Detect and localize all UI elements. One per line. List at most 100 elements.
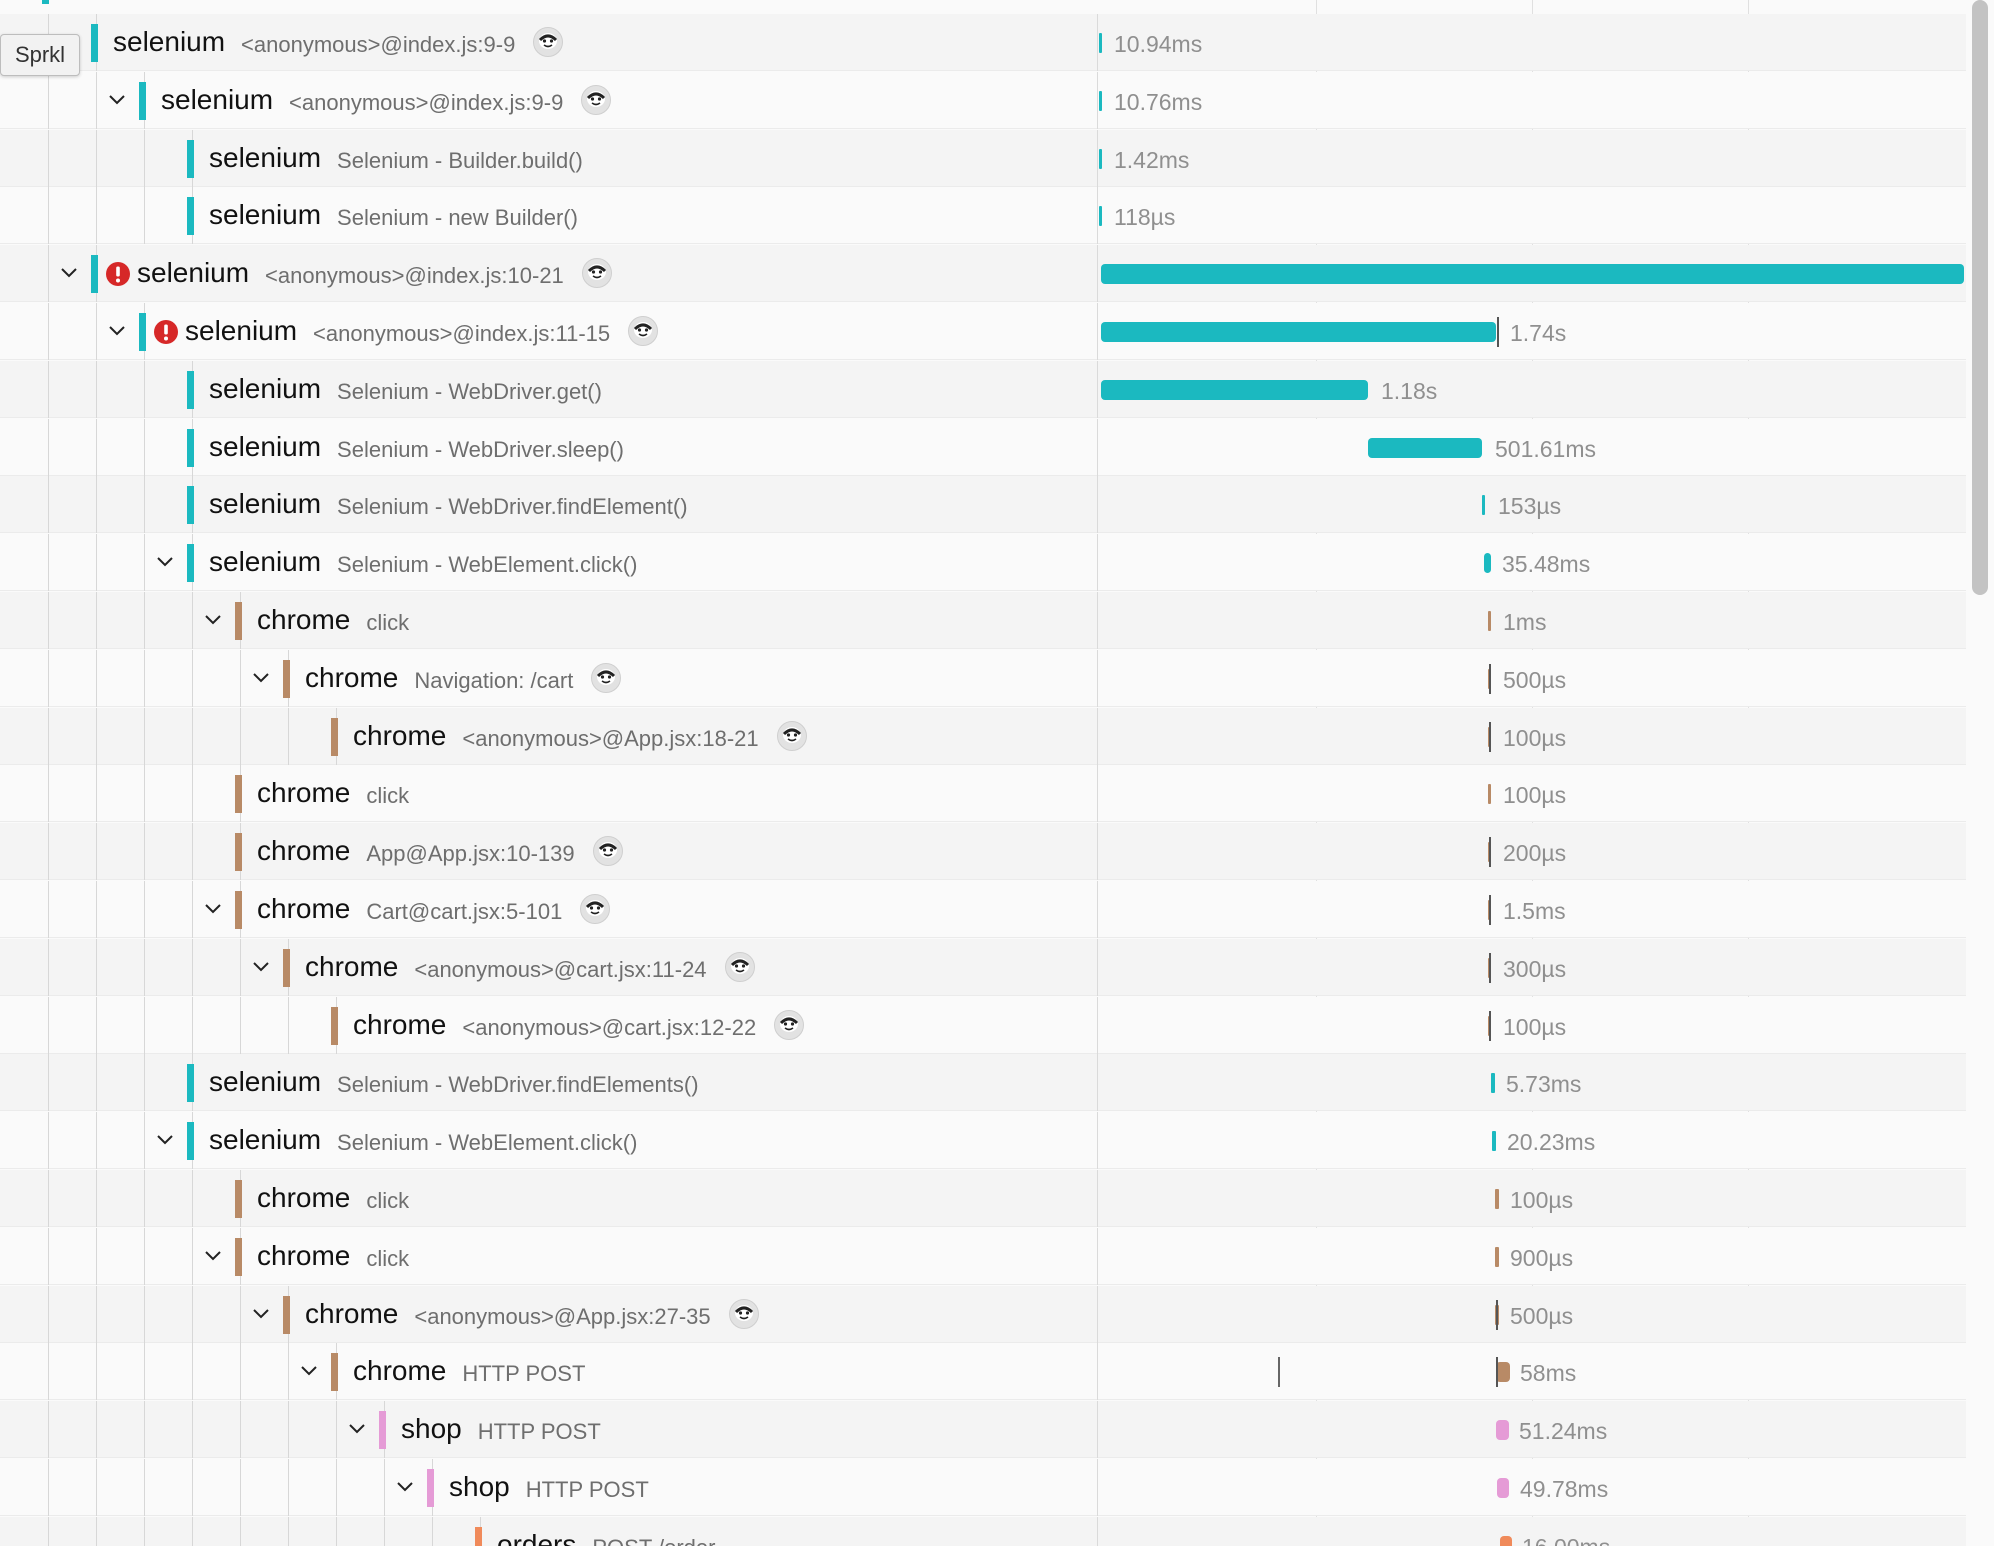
span-duration-bar[interactable] <box>1495 1189 1499 1209</box>
span-row[interactable]: chrome HTTP POST 58ms <box>0 1343 1994 1401</box>
span-row[interactable]: orders POST /order 16.00ms <box>0 1516 1994 1546</box>
span-duration-bar[interactable] <box>1484 553 1491 574</box>
span-duration-bar[interactable] <box>1099 90 1102 111</box>
chevron-down-icon[interactable] <box>151 1126 179 1154</box>
span-row[interactable]: chrome <anonymous>@App.jsx:18-21 100µs <box>0 707 1994 765</box>
span-duration-bar[interactable] <box>1495 1246 1499 1267</box>
span-name-cell: chrome HTTP POST <box>0 1343 1098 1401</box>
tree-guide-line <box>96 881 97 938</box>
chevron-down-icon[interactable] <box>55 259 83 287</box>
span-row[interactable]: selenium Selenium - Builder.build() 1.42ms <box>0 129 1994 187</box>
sloth-avatar-icon[interactable] <box>581 84 612 115</box>
tree-guide-line <box>48 360 49 418</box>
scrollbar-thumb[interactable] <box>1972 0 1988 595</box>
service-color-swatch <box>187 1064 194 1103</box>
chevron-down-icon[interactable] <box>247 953 275 981</box>
tree-guide-line <box>192 996 193 1054</box>
tree-guide-line <box>96 476 97 534</box>
service-name: chrome <box>257 777 351 809</box>
span-duration-bar[interactable] <box>1492 1131 1496 1152</box>
span-duration-bar[interactable] <box>1099 33 1102 53</box>
span-duration-bar[interactable] <box>1482 495 1485 516</box>
sloth-avatar-icon[interactable] <box>592 836 623 867</box>
span-row[interactable]: chrome click 900µs <box>0 1227 1994 1285</box>
span-row[interactable]: chrome <anonymous>@cart.jsx:11-24 300µs <box>0 938 1994 996</box>
span-row[interactable]: chrome click 100µs <box>0 1170 1994 1227</box>
span-row[interactable]: selenium Selenium - WebElement.click() 20.… <box>0 1112 1994 1170</box>
span-row[interactable]: chrome Cart@cart.jsx:5-101 1.5ms <box>0 881 1994 938</box>
span-row[interactable]: shop HTTP POST 51.24ms <box>0 1401 1994 1459</box>
sloth-avatar-icon[interactable] <box>591 662 622 693</box>
sloth-avatar-icon[interactable] <box>580 894 611 924</box>
chevron-down-icon[interactable] <box>199 895 227 923</box>
sloth-avatar-icon[interactable] <box>628 316 659 346</box>
span-row[interactable]: chrome <anonymous>@cart.jsx:12-22 100µs <box>0 996 1994 1054</box>
sloth-avatar-icon[interactable] <box>533 27 564 57</box>
tree-guide-line <box>240 938 241 996</box>
span-row[interactable]: chrome Navigation: /cart 500µs <box>0 649 1994 707</box>
span-duration-bar[interactable] <box>1488 611 1491 631</box>
span-duration-label: 100µs <box>1503 782 1567 809</box>
span-row[interactable]: shop HTTP POST 49.78ms <box>0 1459 1994 1516</box>
span-duration-label: 10.94ms <box>1114 31 1203 57</box>
span-duration-bar[interactable] <box>1496 1420 1509 1441</box>
span-duration-bar[interactable] <box>1497 1478 1509 1498</box>
sloth-avatar-icon[interactable] <box>728 1298 759 1329</box>
chevron-down-icon[interactable] <box>199 606 227 634</box>
service-name: selenium <box>209 199 322 231</box>
operation-name: App@App.jsx:10-139 <box>366 841 575 867</box>
span-row[interactable]: selenium <anonymous>@index.js:9-9 10.76ms <box>0 71 1994 129</box>
sloth-avatar-icon[interactable] <box>724 951 755 982</box>
span-row[interactable]: selenium <anonymous>@index.js:9-9 10.94ms <box>0 14 1994 71</box>
span-row[interactable]: chrome App@App.jsx:10-139 200µs <box>0 823 1994 881</box>
sloth-avatar-icon[interactable] <box>581 258 612 289</box>
span-row[interactable]: selenium Selenium - new Builder() 118µs <box>0 187 1994 245</box>
tree-guide-line <box>240 1459 241 1516</box>
tree-guide-line <box>48 1343 49 1401</box>
chevron-down-icon[interactable] <box>151 548 179 576</box>
span-row[interactable]: selenium Selenium - WebDriver.get() 1.18s <box>0 360 1994 418</box>
tree-guide-line <box>144 129 145 187</box>
span-duration-label: 1.18s <box>1381 377 1438 404</box>
operation-name: <anonymous>@App.jsx:18-21 <box>462 725 759 751</box>
chevron-down-icon[interactable] <box>103 317 131 345</box>
chevron-down-icon[interactable] <box>343 1415 371 1443</box>
span-duration-bar[interactable] <box>1488 784 1491 805</box>
span-row[interactable]: selenium Selenium - WebElement.click() 35.… <box>0 534 1994 592</box>
chevron-down-icon[interactable] <box>391 1473 419 1501</box>
span-duration-bar[interactable] <box>1099 148 1102 169</box>
chevron-down-icon[interactable] <box>199 1242 227 1270</box>
span-row[interactable]: chrome click 100µs <box>0 765 1994 823</box>
span-row[interactable]: chrome click 1ms <box>0 592 1994 649</box>
chevron-down-icon[interactable] <box>295 1357 323 1385</box>
sloth-avatar-icon[interactable] <box>774 1009 805 1040</box>
tree-guide-line <box>48 881 49 938</box>
tree-guide-line <box>144 534 145 592</box>
tree-guide-line <box>48 1054 49 1112</box>
tree-guide-line <box>288 707 289 765</box>
span-row[interactable]: selenium Selenium - WebDriver.sleep() 501.… <box>0 418 1994 476</box>
tree-guide-line <box>48 418 49 476</box>
span-duration-bar[interactable] <box>1500 1535 1512 1546</box>
span-duration-bar[interactable] <box>1368 437 1482 458</box>
span-duration-bar[interactable] <box>1101 264 1964 285</box>
sloth-avatar-icon[interactable] <box>776 720 807 751</box>
span-row[interactable]: chrome <anonymous>@App.jsx:27-35 500µs <box>0 1285 1994 1343</box>
span-duration-label: 1.74s <box>1510 320 1567 346</box>
span-row[interactable]: selenium <anonymous>@index.js:11-15 1.74s <box>0 303 1994 360</box>
span-row[interactable]: selenium Selenium - WebDriver.findElement… <box>0 476 1994 534</box>
span-row[interactable]: selenium Selenium - WebDriver.findElement… <box>0 1054 1994 1112</box>
span-name-cell: chrome click <box>0 592 1098 649</box>
chevron-down-icon[interactable] <box>247 664 275 692</box>
span-duration-bar[interactable] <box>1101 379 1368 400</box>
chevron-down-icon[interactable] <box>247 1300 275 1328</box>
chevron-down-icon[interactable] <box>103 86 131 114</box>
tree-guide-line <box>192 592 193 649</box>
span-duration-bar[interactable] <box>1101 322 1496 342</box>
tree-guide-line <box>48 996 49 1054</box>
service-name: chrome <box>257 604 351 635</box>
span-row[interactable]: selenium <anonymous>@index.js:10-21 <box>0 245 1994 303</box>
span-duration-bar[interactable] <box>1099 206 1102 227</box>
span-duration-bar[interactable] <box>1491 1073 1495 1094</box>
span-duration-bar[interactable] <box>1496 1362 1510 1383</box>
